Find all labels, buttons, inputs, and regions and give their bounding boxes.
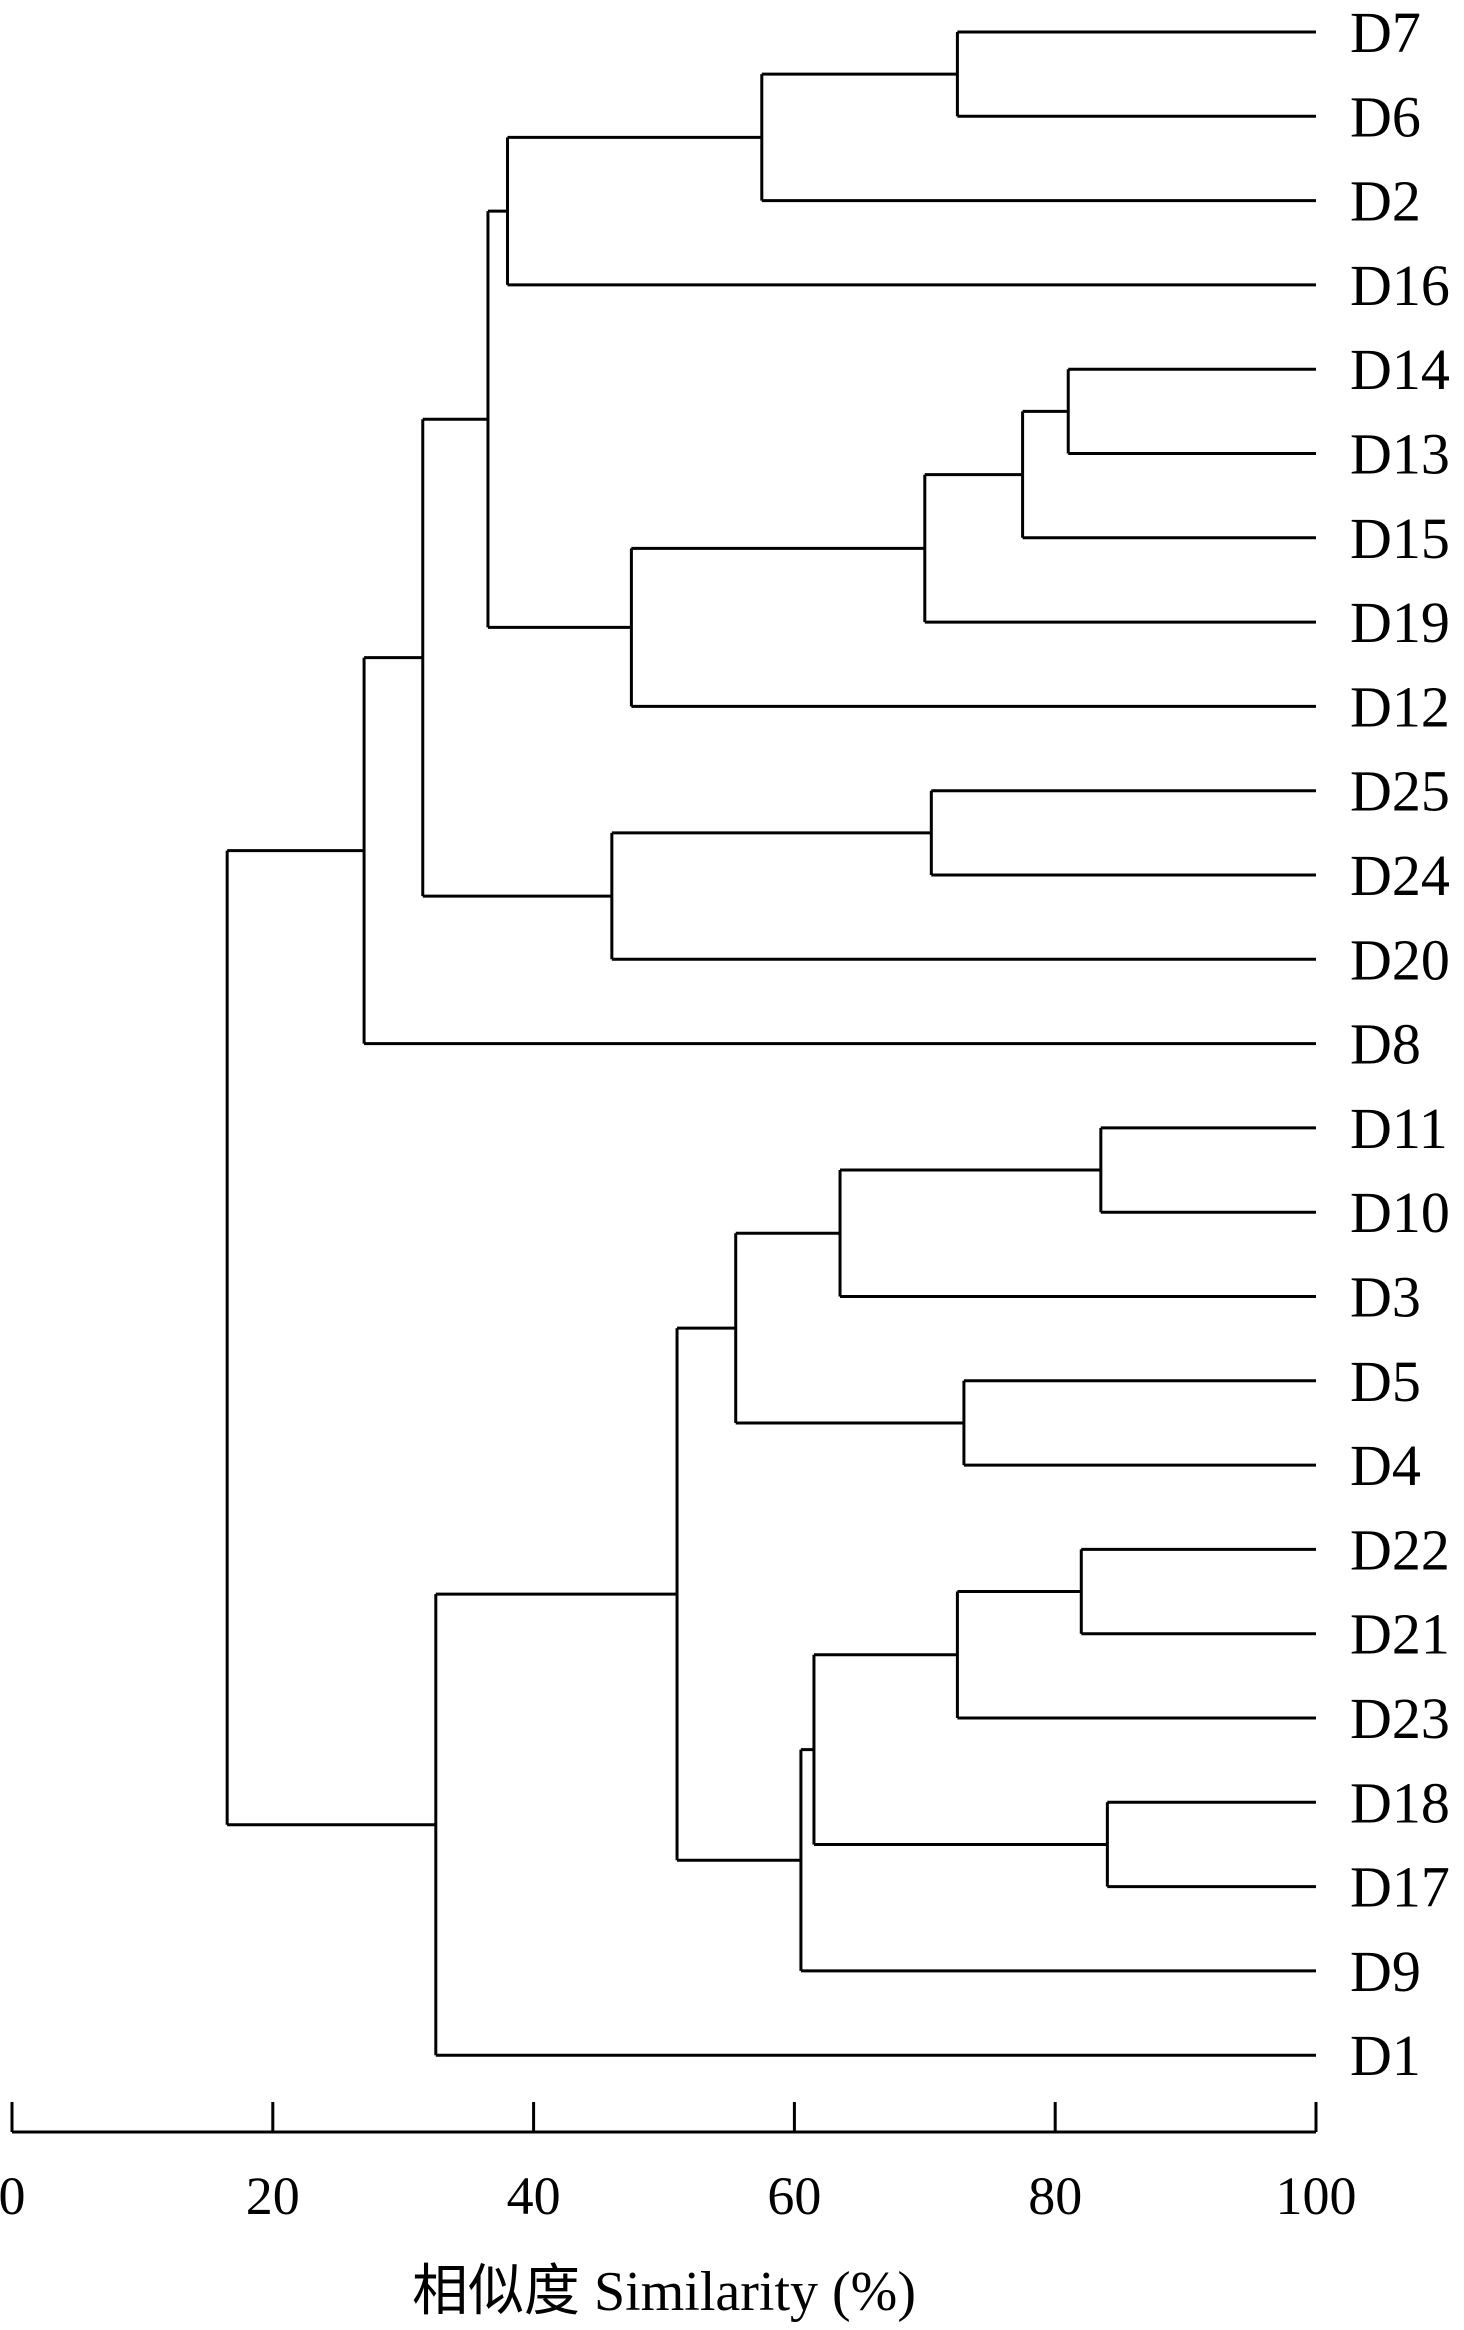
leaf-label-d17: D17 [1350,1855,1450,1920]
leaf-labels: D7 D6 D2 D16 D14 D13 D15 D19 D12 D25 D24 D20 D8 D11 D1… [1350,0,1450,2088]
x-tick-label-60: 60 [767,2166,821,2226]
x-ticks: 0 20 40 60 80 100 [0,2102,1357,2226]
x-tick-label-40: 40 [507,2166,561,2226]
leaf-label-d12: D12 [1350,674,1450,739]
x-tick-label-100: 100 [1276,2166,1357,2226]
leaf-label-d20: D20 [1350,927,1450,992]
leaf-label-d21: D21 [1350,1602,1450,1667]
leaf-label-d1: D1 [1350,2023,1421,2088]
leaf-label-d15: D15 [1350,506,1450,571]
dendrogram-branches [225,30,1316,2057]
x-tick-label-80: 80 [1028,2166,1082,2226]
leaf-label-d10: D10 [1350,1180,1450,1245]
leaf-label-d9: D9 [1350,1939,1421,2004]
leaf-label-d13: D13 [1350,422,1450,487]
x-axis: 0 20 40 60 80 100 [0,2102,1357,2226]
leaf-label-d6: D6 [1350,84,1421,149]
leaf-label-d14: D14 [1350,337,1450,402]
leaf-label-d16: D16 [1350,253,1450,318]
x-tick-label-20: 20 [246,2166,300,2226]
x-tick-label-0: 0 [0,2166,26,2226]
leaf-label-d7: D7 [1350,0,1421,65]
leaf-label-d25: D25 [1350,759,1450,824]
leaf-label-d4: D4 [1350,1433,1421,1498]
x-axis-title: 相似度 Similarity (%) [412,2261,916,2323]
leaf-label-d8: D8 [1350,1012,1421,1077]
leaf-label-d19: D19 [1350,590,1450,655]
leaf-label-d18: D18 [1350,1770,1450,1835]
leaf-label-d22: D22 [1350,1517,1450,1582]
leaf-label-d23: D23 [1350,1686,1450,1751]
leaf-label-d24: D24 [1350,843,1450,908]
leaf-label-d2: D2 [1350,169,1421,234]
leaf-label-d11: D11 [1350,1096,1448,1161]
leaf-label-d5: D5 [1350,1349,1421,1414]
leaf-label-d3: D3 [1350,1265,1421,1330]
